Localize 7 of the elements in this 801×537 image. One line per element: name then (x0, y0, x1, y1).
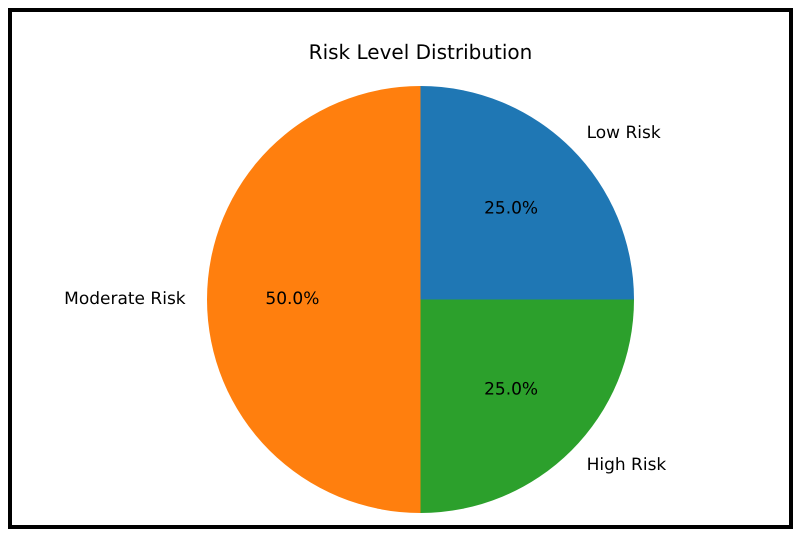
data-label: 25.0% (484, 198, 538, 218)
data-label: 50.0% (265, 288, 320, 309)
data-label: 25.0% (484, 380, 538, 400)
slice-label: Low Risk (586, 122, 661, 143)
slice-label: Moderate Risk (64, 288, 186, 309)
chart-title: Risk Level Distribution (308, 40, 532, 64)
slice-label: High Risk (586, 454, 666, 475)
